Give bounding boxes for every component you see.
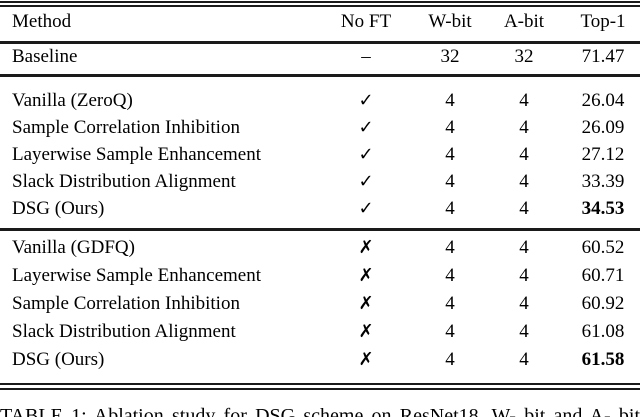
- table-top-rule: [0, 1, 640, 7]
- table-row: Slack Distribution Alignment ✗ 4 4 61.08: [0, 318, 640, 345]
- cross-icon: ✗: [358, 265, 374, 286]
- column-header-a-bit: A-bit: [503, 11, 545, 32]
- a-bit-cell: 4: [519, 321, 529, 342]
- w-bit-cell: 4: [445, 265, 455, 286]
- a-bit-cell: 4: [519, 117, 529, 138]
- method-cell: DSG (Ours): [12, 349, 105, 370]
- top1-cell: 33.39: [581, 171, 625, 192]
- method-cell: Sample Correlation Inhibition: [12, 117, 240, 138]
- a-bit-cell: 4: [519, 349, 529, 370]
- top1-cell: 34.53: [581, 198, 625, 219]
- table-row: Vanilla (ZeroQ) ✓ 4 4 26.04: [0, 87, 640, 114]
- column-header-no-ft: No FT: [340, 11, 392, 32]
- method-cell: Baseline: [12, 46, 78, 67]
- method-cell: Vanilla (GDFQ): [12, 237, 135, 258]
- method-cell: DSG (Ours): [12, 198, 105, 219]
- a-bit-cell: 4: [519, 237, 529, 258]
- top1-cell: 60.52: [581, 237, 625, 258]
- w-bit-cell: 4: [445, 117, 455, 138]
- cross-icon: ✗: [358, 293, 374, 314]
- top1-cell: 61.58: [581, 349, 625, 370]
- header-divider-rule: [0, 41, 640, 44]
- table-header-row: Method No FT W-bit A-bit Top-1: [0, 8, 640, 35]
- table-row: Baseline – 32 32 71.47: [0, 43, 640, 70]
- table-bottom-rule: [0, 383, 640, 390]
- cross-icon: ✗: [358, 321, 374, 342]
- w-bit-cell: 4: [445, 198, 455, 219]
- top1-cell: 26.09: [581, 117, 625, 138]
- column-header-method: Method: [12, 11, 72, 32]
- a-bit-cell: 4: [519, 90, 529, 111]
- w-bit-cell: 4: [445, 349, 455, 370]
- table-row: Layerwise Sample Enhancement ✗ 4 4 60.71: [0, 262, 640, 289]
- check-icon: ✓: [358, 198, 374, 219]
- top1-cell: 60.92: [581, 293, 625, 314]
- no-ft-dash: –: [361, 46, 371, 67]
- method-cell: Layerwise Sample Enhancement: [12, 265, 262, 286]
- group-divider-rule: [0, 228, 640, 231]
- column-header-top-1: Top-1: [580, 11, 626, 32]
- top1-cell: 71.47: [581, 46, 625, 67]
- table-row: Vanilla (GDFQ) ✗ 4 4 60.52: [0, 234, 640, 261]
- cross-icon: ✗: [358, 349, 374, 370]
- baseline-divider-rule: [0, 74, 640, 77]
- w-bit-cell: 4: [445, 90, 455, 111]
- table-row: DSG (Ours) ✗ 4 4 61.58: [0, 346, 640, 373]
- w-bit-cell: 4: [445, 321, 455, 342]
- w-bit-cell: 4: [445, 237, 455, 258]
- cross-icon: ✗: [358, 237, 374, 258]
- method-cell: Slack Distribution Alignment: [12, 321, 236, 342]
- method-cell: Slack Distribution Alignment: [12, 171, 236, 192]
- table-row: Sample Correlation Inhibition ✓ 4 4 26.0…: [0, 114, 640, 141]
- w-bit-cell: 4: [445, 144, 455, 165]
- a-bit-cell: 4: [519, 198, 529, 219]
- check-icon: ✓: [358, 90, 374, 111]
- top1-cell: 27.12: [581, 144, 625, 165]
- a-bit-cell: 32: [514, 46, 534, 67]
- check-icon: ✓: [358, 144, 374, 165]
- w-bit-cell: 4: [445, 171, 455, 192]
- table-row: DSG (Ours) ✓ 4 4 34.53: [0, 195, 640, 222]
- table-caption: TABLE 1: Ablation study for DSG scheme o…: [0, 405, 640, 417]
- a-bit-cell: 4: [519, 265, 529, 286]
- a-bit-cell: 4: [519, 293, 529, 314]
- table-row: Slack Distribution Alignment ✓ 4 4 33.39: [0, 168, 640, 195]
- method-cell: Vanilla (ZeroQ): [12, 90, 133, 111]
- top1-cell: 26.04: [581, 90, 625, 111]
- check-icon: ✓: [358, 117, 374, 138]
- table-row: Layerwise Sample Enhancement ✓ 4 4 27.12: [0, 141, 640, 168]
- top1-cell: 60.71: [581, 265, 625, 286]
- table-row: Sample Correlation Inhibition ✗ 4 4 60.9…: [0, 290, 640, 317]
- column-header-w-bit: W-bit: [428, 11, 472, 32]
- check-icon: ✓: [358, 171, 374, 192]
- a-bit-cell: 4: [519, 171, 529, 192]
- method-cell: Sample Correlation Inhibition: [12, 293, 240, 314]
- w-bit-cell: 32: [440, 46, 460, 67]
- top1-cell: 61.08: [581, 321, 625, 342]
- method-cell: Layerwise Sample Enhancement: [12, 144, 262, 165]
- w-bit-cell: 4: [445, 293, 455, 314]
- a-bit-cell: 4: [519, 144, 529, 165]
